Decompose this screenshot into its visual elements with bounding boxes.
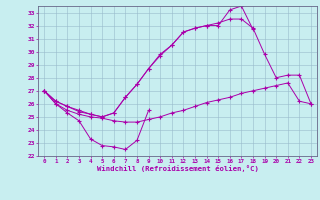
- X-axis label: Windchill (Refroidissement éolien,°C): Windchill (Refroidissement éolien,°C): [97, 165, 259, 172]
